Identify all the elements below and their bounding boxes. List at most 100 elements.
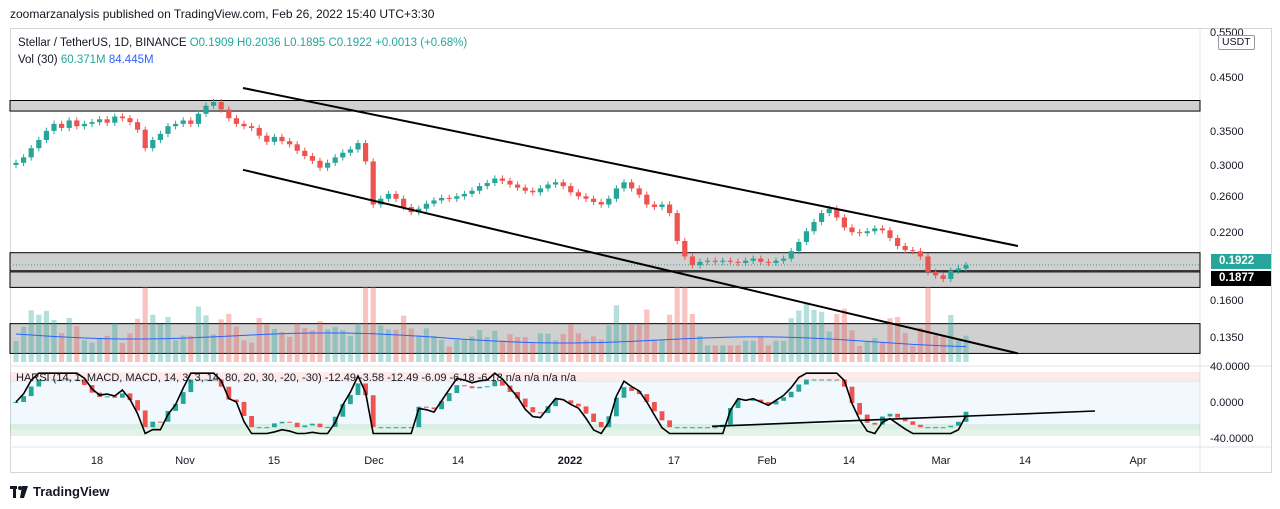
volume-bar xyxy=(51,320,57,362)
harsi-candle xyxy=(697,427,703,429)
candle-body xyxy=(796,241,802,252)
volume-bar xyxy=(667,314,673,362)
harsi-candle xyxy=(439,401,444,410)
harsi-candle xyxy=(188,379,194,393)
indicator-tick-label: 40.0000 xyxy=(1210,361,1250,373)
candle-body xyxy=(522,187,528,191)
harsi-candle xyxy=(317,423,323,428)
candle-body xyxy=(659,204,665,208)
publisher-line: zoomarzanalysis published on TradingView… xyxy=(10,7,435,21)
harsi-candle xyxy=(104,396,110,398)
volume-bar xyxy=(150,314,156,362)
volume-bar xyxy=(294,323,300,362)
candle-body xyxy=(917,251,923,257)
indicator-name[interactable]: HARSI (14, 1, MACD, MACD, 14, 3, 3, 14, … xyxy=(16,372,322,384)
chart-legend: Stellar / TetherUS, 1D, BINANCE O0.1909 … xyxy=(18,35,467,69)
volume-bar xyxy=(507,334,513,362)
harsi-candle xyxy=(598,421,604,428)
time-tick-label: 14 xyxy=(1019,455,1031,467)
harsi-candle xyxy=(690,427,695,429)
volume-bar xyxy=(127,333,133,362)
harsi-candle xyxy=(150,421,156,428)
candle-body xyxy=(325,162,331,168)
channel-top-line xyxy=(242,87,1019,247)
harsi-candle xyxy=(735,399,741,408)
candle-body xyxy=(606,198,612,205)
volume-bar xyxy=(66,317,72,362)
harsi-candle xyxy=(864,414,870,423)
candle-body xyxy=(211,102,217,106)
harsi-candle xyxy=(446,393,452,402)
volume-bar xyxy=(469,336,475,362)
volume-bar xyxy=(537,333,543,362)
harsi-candle xyxy=(310,423,315,426)
indicator-tick-label: 0.0000 xyxy=(1210,397,1244,409)
candle-body xyxy=(933,271,939,276)
volume-bar xyxy=(879,342,885,362)
candle-body xyxy=(165,126,171,134)
candle-body xyxy=(59,123,65,128)
volume-bar xyxy=(613,305,619,362)
tradingview-logo[interactable]: TradingView xyxy=(10,484,109,499)
harsi-candle xyxy=(811,379,817,381)
volume-bar xyxy=(560,334,566,362)
volume-bar xyxy=(705,345,711,362)
candle-body xyxy=(879,228,885,231)
harsi-candle xyxy=(196,379,201,381)
volume-bar xyxy=(401,315,407,362)
harsi-candle xyxy=(264,427,270,429)
volume-bar xyxy=(180,335,186,362)
harsi-candle xyxy=(408,427,414,429)
harsi-candle xyxy=(462,385,467,387)
candle-body xyxy=(363,143,369,162)
candle-body xyxy=(515,184,521,188)
candle-body xyxy=(811,221,817,232)
currency-badge[interactable]: USDT xyxy=(1218,35,1255,50)
volume-bar xyxy=(195,306,201,362)
harsi-candle xyxy=(538,412,543,414)
candle-body xyxy=(910,250,916,252)
candle-body xyxy=(613,188,619,199)
candle-body xyxy=(902,245,908,251)
volume-bar xyxy=(636,323,642,362)
volume-bar xyxy=(112,323,118,362)
volume-bar xyxy=(583,339,589,362)
candle-body xyxy=(560,182,566,187)
volume-bar xyxy=(515,337,521,362)
chart-frame xyxy=(10,28,1272,473)
candle-body xyxy=(575,192,581,197)
candle-body xyxy=(218,102,224,110)
harsi-candle xyxy=(36,379,42,387)
candle-body xyxy=(112,116,118,123)
harsi-candle xyxy=(705,427,710,429)
harsi-candle xyxy=(925,427,931,429)
candle-body xyxy=(955,268,961,271)
harsi-candle xyxy=(120,393,125,398)
candle-body xyxy=(712,260,718,262)
candle-body xyxy=(895,238,901,246)
candle-body xyxy=(97,119,103,123)
ob-zone xyxy=(10,372,1200,382)
harsi-candle xyxy=(112,396,118,398)
harsi-candle xyxy=(378,427,384,429)
volume-bar xyxy=(857,345,863,362)
os-zone xyxy=(10,424,1200,436)
harsi-candle xyxy=(355,383,361,395)
volume-bar xyxy=(727,345,733,362)
harsi-candle xyxy=(918,424,923,428)
candle-body xyxy=(294,144,300,151)
harsi-candle xyxy=(386,427,391,429)
volume-label[interactable]: Vol (30) xyxy=(18,54,58,66)
volume-bar xyxy=(446,346,452,362)
volume-bar xyxy=(226,313,232,362)
symbol-label[interactable]: Stellar / TetherUS, 1D, BINANCE xyxy=(18,37,187,49)
candle-body xyxy=(727,260,733,262)
volume-bar xyxy=(682,287,688,362)
candle-body xyxy=(271,136,277,142)
candle-body xyxy=(841,217,847,228)
volume-bar xyxy=(629,324,635,362)
candle-body xyxy=(180,120,186,124)
candle-body xyxy=(401,198,407,208)
volume-bar xyxy=(735,345,741,362)
